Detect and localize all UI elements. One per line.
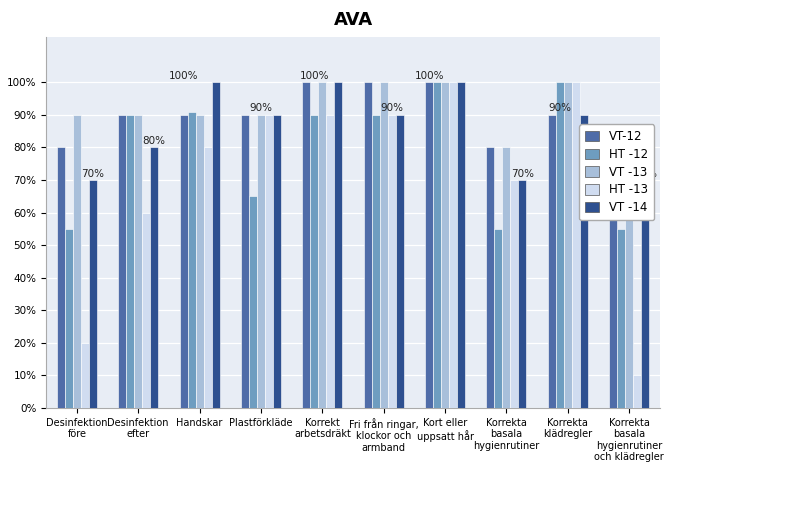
Bar — [273, 115, 281, 408]
Bar — [396, 115, 404, 408]
Bar — [318, 82, 326, 408]
Text: 70%: 70% — [81, 168, 104, 179]
Bar — [150, 147, 158, 408]
Title: AVA: AVA — [333, 12, 373, 29]
Text: 100%: 100% — [300, 71, 329, 81]
Bar — [326, 115, 334, 408]
Bar — [364, 82, 372, 408]
Bar — [57, 147, 65, 408]
Bar — [457, 82, 465, 408]
Bar — [372, 115, 380, 408]
Bar — [302, 82, 310, 408]
Bar — [257, 115, 265, 408]
Text: 100%: 100% — [169, 71, 199, 81]
Bar — [73, 115, 81, 408]
Bar — [211, 82, 219, 408]
Bar — [265, 115, 273, 408]
Bar — [425, 82, 433, 408]
Bar — [564, 82, 572, 408]
Text: 70%: 70% — [634, 168, 657, 179]
Bar — [441, 82, 449, 408]
Bar — [142, 212, 150, 408]
Bar — [241, 115, 249, 408]
Bar — [572, 82, 580, 408]
Bar — [625, 147, 633, 408]
Bar — [609, 180, 617, 408]
Bar — [204, 147, 211, 408]
Text: 70%: 70% — [511, 168, 534, 179]
Bar — [196, 115, 204, 408]
Bar — [188, 111, 196, 408]
Bar — [65, 229, 73, 408]
Bar — [134, 115, 142, 408]
Legend: VT-12, HT -12, VT -13, HT -13, VT -14: VT-12, HT -12, VT -13, HT -13, VT -14 — [580, 124, 654, 220]
Bar — [502, 147, 510, 408]
Bar — [180, 115, 188, 408]
Bar — [310, 115, 318, 408]
Bar — [89, 180, 97, 408]
Bar — [249, 196, 257, 408]
Bar — [548, 115, 556, 408]
Text: 90%: 90% — [549, 104, 572, 113]
Bar — [617, 229, 625, 408]
Bar — [126, 115, 134, 408]
Bar — [334, 82, 343, 408]
Text: 100%: 100% — [414, 71, 444, 81]
Bar — [580, 115, 588, 408]
Bar — [487, 147, 494, 408]
Bar — [380, 82, 388, 408]
Text: 90%: 90% — [380, 104, 403, 113]
Bar — [118, 115, 126, 408]
Bar — [510, 180, 518, 408]
Bar — [556, 82, 564, 408]
Text: 90%: 90% — [250, 104, 273, 113]
Bar — [518, 180, 526, 408]
Bar — [641, 180, 649, 408]
Bar — [449, 82, 457, 408]
Bar — [81, 343, 89, 408]
Bar — [433, 82, 441, 408]
Text: 80%: 80% — [142, 136, 165, 146]
Bar — [494, 229, 502, 408]
Bar — [388, 115, 396, 408]
Bar — [633, 376, 641, 408]
